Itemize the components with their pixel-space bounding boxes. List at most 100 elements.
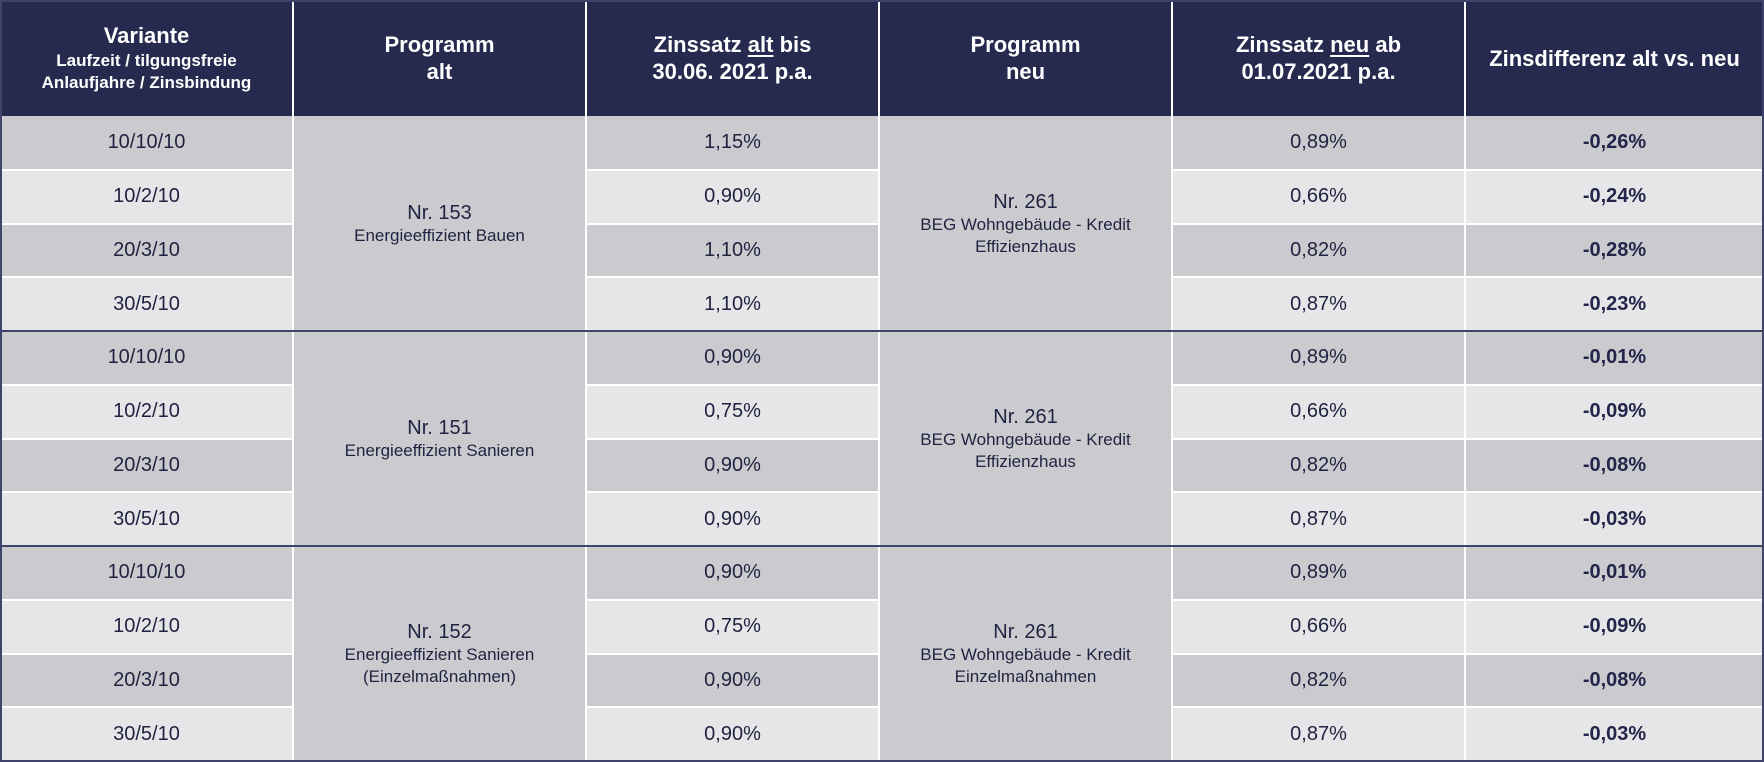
row-divider: [586, 491, 879, 494]
zinssatz-alt-cell: 1,15%: [586, 116, 879, 170]
zinssatz-neu-cell: 0,89%: [1172, 116, 1465, 170]
row-divider: [1172, 437, 1764, 440]
programm-neu-desc: BEG Wohngebäude - Kredit: [920, 214, 1131, 234]
row-divider: [586, 276, 879, 279]
variante-value: 20/3/10: [113, 668, 180, 691]
variante-cell: 30/5/10: [0, 492, 293, 546]
header-variante: Variante Laufzeit / tilgungsfreie Anlauf…: [0, 0, 293, 116]
programm-neu-desc: BEG Wohngebäude - Kredit: [920, 644, 1131, 664]
programm-alt-nr: Nr. 152: [407, 620, 472, 643]
zinsdifferenz-value: -0,26%: [1582, 131, 1647, 154]
zinsdifferenz-value: -0,28%: [1582, 238, 1647, 261]
zinssatz-neu-cell: 0,87%: [1172, 277, 1465, 331]
row-divider: [0, 706, 293, 709]
column-divider: [292, 0, 294, 762]
group-divider: [0, 545, 1764, 547]
variante-cell: 10/2/10: [0, 169, 293, 224]
zinssatz-alt-value: 0,90%: [704, 668, 761, 691]
variante-cell: 10/2/10: [0, 599, 293, 654]
variante-cell: 20/3/10: [0, 653, 293, 708]
zinssatz-neu-cell: 0,82%: [1172, 653, 1465, 708]
zinssatz-neu-value: 0,66%: [1290, 185, 1347, 208]
variante-value: 10/10/10: [107, 131, 186, 154]
zinssatz-neu-value: 0,66%: [1290, 615, 1347, 638]
row-divider: [0, 383, 293, 386]
header-programm-alt-line1: Programm: [384, 32, 495, 57]
zinssatz-alt-value: 0,90%: [704, 453, 761, 476]
column-divider: [1171, 0, 1173, 762]
row-divider: [0, 652, 293, 655]
zinssatz-alt-value: 1,15%: [704, 131, 761, 154]
programm-alt-nr: Nr. 151: [407, 416, 472, 439]
zinssatz-alt-cell: 0,90%: [586, 546, 879, 600]
header-zinssatz-neu-line2: 01.07.2021 p.a.: [1241, 59, 1396, 84]
programm-alt-cell: Nr. 151 Energieeffizient Sanieren: [293, 331, 586, 546]
row-divider: [586, 383, 879, 386]
row-divider: [0, 276, 293, 279]
row-divider: [1172, 652, 1764, 655]
zinsdifferenz-value: -0,08%: [1582, 453, 1647, 476]
row-divider: [0, 437, 293, 440]
header-variante-title: Variante: [103, 23, 190, 48]
variante-cell: 20/3/10: [0, 223, 293, 278]
header-programm-alt: Programm alt: [293, 0, 586, 116]
variante-value: 20/3/10: [113, 453, 180, 476]
header-programm-neu-line2: neu: [1005, 59, 1046, 84]
zinsdifferenz-cell: -0,01%: [1465, 546, 1764, 600]
zinsdifferenz-value: -0,09%: [1582, 400, 1647, 423]
programm-neu-desc: Effizienzhaus: [975, 236, 1076, 256]
zinssatz-alt-value: 1,10%: [704, 292, 761, 315]
zinssatz-neu-cell: 0,66%: [1172, 384, 1465, 439]
header-programm-alt-line2: alt: [426, 59, 453, 84]
variante-cell: 20/3/10: [0, 438, 293, 493]
row-divider: [586, 437, 879, 440]
zinsdifferenz-value: -0,24%: [1582, 185, 1647, 208]
header-zinssatz-alt-line2: 30.06. 2021 p.a.: [652, 59, 813, 84]
programm-neu-nr: Nr. 261: [993, 620, 1058, 643]
zinssatz-neu-value: 0,87%: [1290, 507, 1347, 530]
zinssatz-alt-cell: 0,90%: [586, 331, 879, 385]
zinssatz-alt-cell: 0,90%: [586, 492, 879, 546]
zinsdifferenz-cell: -0,09%: [1465, 384, 1764, 439]
variante-value: 10/2/10: [113, 615, 180, 638]
zinssatz-neu-cell: 0,82%: [1172, 438, 1465, 493]
row-divider: [586, 706, 879, 709]
programm-alt-desc: Energieeffizient Sanieren: [344, 644, 535, 664]
zinssatz-alt-cell: 0,90%: [586, 438, 879, 493]
zinssatz-alt-cell: 0,90%: [586, 707, 879, 761]
programm-alt-desc: Energieeffizient Sanieren: [344, 440, 535, 460]
variante-cell: 30/5/10: [0, 707, 293, 761]
programm-neu-cell: Nr. 261 BEG Wohngebäude - Kredit Einzelmaß…: [879, 546, 1172, 761]
header-variante-sub2: Anlaufjahre / Zinsbindung: [41, 73, 252, 92]
zinsdifferenz-value: -0,23%: [1582, 292, 1647, 315]
variante-value: 30/5/10: [113, 722, 180, 745]
zinssatz-alt-value: 0,90%: [704, 346, 761, 369]
header-zinsdifferenz-label: Zinsdifferenz alt vs. neu: [1489, 45, 1740, 71]
programm-neu-cell: Nr. 261 BEG Wohngebäude - Kredit Effizienz…: [879, 331, 1172, 546]
zinssatz-neu-cell: 0,89%: [1172, 331, 1465, 385]
programm-neu-cell: Nr. 261 BEG Wohngebäude - Kredit Effizienz…: [879, 116, 1172, 331]
zinssatz-alt-value: 0,90%: [704, 185, 761, 208]
row-divider: [1172, 383, 1764, 386]
header-programm-neu: Programm neu: [879, 0, 1172, 116]
header-programm-neu-line1: Programm: [970, 32, 1081, 57]
zinsdifferenz-cell: -0,03%: [1465, 707, 1764, 761]
programm-neu-desc: Effizienzhaus: [975, 451, 1076, 471]
zinssatz-neu-value: 0,82%: [1290, 453, 1347, 476]
variante-value: 30/5/10: [113, 292, 180, 315]
zinsdifferenz-value: -0,09%: [1582, 615, 1647, 638]
variante-value: 20/3/10: [113, 238, 180, 261]
programm-alt-desc: Energieeffizient Bauen: [354, 225, 525, 245]
zinsdifferenz-cell: -0,03%: [1465, 492, 1764, 546]
header-zinssatz-neu-line1: Zinssatz neu ab: [1236, 31, 1401, 58]
row-divider: [1172, 491, 1764, 494]
programm-alt-nr: Nr. 153: [407, 201, 472, 224]
header-zinssatz-neu-pre: Zinssatz: [1235, 32, 1331, 57]
zinssatz-neu-value: 0,89%: [1290, 131, 1347, 154]
variante-cell: 30/5/10: [0, 277, 293, 331]
zinssatz-alt-value: 0,90%: [704, 722, 761, 745]
programm-alt-cell: Nr. 152 Energieeffizient Sanieren (Einzelm…: [293, 546, 586, 761]
header-zinssatz-alt-line1: Zinssatz alt bis: [654, 31, 812, 58]
zinssatz-neu-cell: 0,87%: [1172, 492, 1465, 546]
row-divider: [1172, 598, 1764, 601]
